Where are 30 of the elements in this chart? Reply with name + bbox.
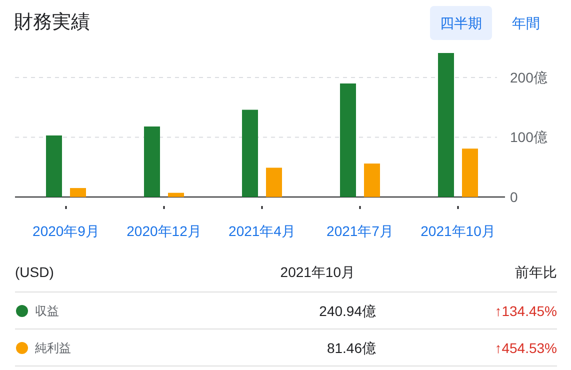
bar: [266, 168, 282, 197]
text: 240.94億: [319, 303, 376, 319]
text: 前年比: [515, 264, 557, 280]
text: ↑454.53%: [494, 340, 557, 356]
bar: [242, 110, 258, 197]
y-tick-label: 200億: [510, 70, 548, 86]
x-tick-label: 2021年7月: [326, 223, 394, 239]
y-tick-label: 0: [510, 189, 518, 205]
x-tick-label: 2021年4月: [228, 223, 296, 239]
bar: [70, 188, 86, 197]
bar: [438, 53, 454, 197]
text: 2021年10月: [280, 264, 355, 280]
x-tick-label: 2021年10月: [420, 223, 496, 239]
chart-title: 財務実績: [14, 11, 90, 33]
text: ↑134.45%: [494, 303, 557, 319]
legend-label: 収益: [35, 304, 59, 318]
text: 四半期: [440, 15, 482, 31]
text: (USD): [15, 264, 54, 280]
legend-label: 純利益: [35, 341, 71, 355]
x-tick-label: 2020年9月: [32, 223, 100, 239]
bar: [144, 126, 160, 197]
y-tick-label: 100億: [510, 129, 548, 146]
bar: [364, 164, 380, 197]
bar: [46, 135, 62, 197]
text: 年間: [512, 15, 540, 31]
bar: [168, 192, 184, 197]
text: 81.46億: [326, 340, 376, 356]
bar: [340, 83, 356, 197]
x-tick-label: 2020年12月: [126, 223, 202, 239]
bar: [462, 148, 478, 197]
